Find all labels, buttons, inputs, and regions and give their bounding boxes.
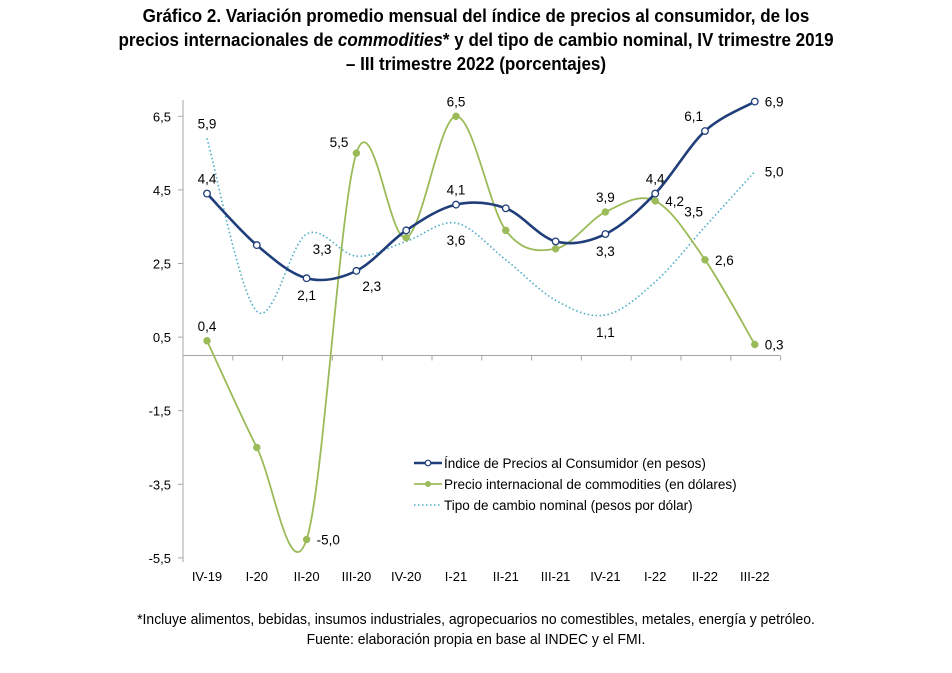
data-point-marker — [601, 230, 610, 239]
data-label: 2,6 — [715, 253, 734, 268]
legend-label: Tipo de cambio nominal (pesos por dólar) — [444, 498, 693, 513]
data-point-marker — [750, 97, 759, 106]
chart-title-line-2-post: * y del tipo de cambio nominal, IV trime… — [442, 29, 834, 50]
data-point-marker — [651, 189, 660, 198]
data-point-marker — [253, 443, 261, 452]
x-tick-label: II-20 — [294, 569, 320, 584]
y-tick-label: -1,5 — [149, 404, 171, 419]
y-tick-label: 4,5 — [153, 183, 171, 198]
legend-item: Tipo de cambio nominal (pesos por dólar) — [414, 498, 693, 513]
y-tick-label: 0,5 — [153, 330, 171, 345]
series-ipc — [203, 97, 759, 283]
data-point-marker — [402, 226, 411, 235]
chart-title-line-2: precios internacionales de commodities* … — [75, 28, 877, 52]
y-tick-label: 6,5 — [153, 109, 171, 124]
data-label: 2,3 — [362, 279, 381, 294]
y-tick-label: -3,5 — [149, 477, 171, 492]
series-layer — [203, 97, 759, 553]
data-label: -5,0 — [317, 533, 340, 548]
legend: Índice de Precios al Consumidor (en peso… — [414, 456, 737, 513]
data-label: 0,3 — [765, 337, 784, 352]
series-commodities — [203, 112, 759, 553]
data-labels-layer: 5,9 3,3 3,6 1,1 3,5 5,0 0,4 -5,0 5,5 6,5 3,9 4,2 2,6… — [198, 94, 784, 547]
legend-label: Precio internacional de commodities (en … — [444, 477, 737, 492]
data-label: 2,1 — [297, 288, 316, 303]
axes: 6,5 4,5 2,5 0,5 -1,5 -3,5 -5,5 IV-19 I-20 II-20 II… — [149, 100, 782, 584]
data-point-marker — [551, 245, 560, 253]
data-point-marker — [402, 233, 410, 242]
data-label: 4,4 — [198, 172, 217, 187]
data-label: 0,4 — [198, 319, 217, 334]
data-label: 5,0 — [765, 165, 784, 180]
series-line — [206, 138, 756, 317]
y-tick-label: 2,5 — [153, 257, 171, 272]
source-note: Fuente: elaboración propia en base al IN… — [306, 631, 646, 648]
y-tick-label: -5,5 — [149, 551, 171, 566]
data-label: 4,1 — [447, 183, 466, 198]
x-tick-label: III-21 — [541, 569, 571, 584]
legend-swatch-marker — [425, 481, 431, 487]
x-tick-label: IV-20 — [391, 569, 421, 584]
x-tick-label: I-21 — [445, 569, 467, 584]
data-label: 6,9 — [765, 95, 784, 110]
data-point-marker — [452, 200, 460, 209]
data-label: 6,5 — [447, 94, 466, 109]
x-tick-label: I-22 — [644, 569, 666, 584]
legend-item: Precio internacional de commodities (en … — [414, 477, 737, 492]
data-label: 3,3 — [596, 244, 615, 259]
x-tick-label: III-22 — [740, 569, 770, 584]
data-point-marker — [203, 337, 211, 345]
x-tick-label: III-20 — [342, 569, 372, 584]
series-line — [206, 100, 756, 282]
data-point-marker — [601, 208, 610, 216]
chart-title-line-2-pre: precios internacionales de — [118, 29, 338, 50]
data-label: 6,1 — [684, 109, 703, 124]
data-point-marker — [203, 189, 211, 198]
x-tick-label: IV-21 — [590, 569, 620, 584]
data-point-marker — [252, 241, 261, 250]
series-line — [206, 115, 756, 553]
data-point-marker — [751, 340, 759, 349]
data-point-marker — [651, 197, 659, 205]
data-point-marker — [701, 256, 709, 264]
chart-title-line-1: Gráfico 2. Variación promedio mensual de… — [142, 5, 810, 26]
data-label: 3,5 — [684, 205, 703, 220]
data-label: 4,2 — [665, 194, 684, 209]
data-point-marker — [302, 274, 311, 283]
data-point-marker — [452, 112, 460, 121]
data-point-marker — [352, 266, 361, 275]
chart-title-line-3: – III trimestre 2022 (porcentajes) — [345, 53, 607, 74]
legend-item: Índice de Precios al Consumidor (en peso… — [414, 456, 706, 471]
x-tick-label: I-20 — [246, 569, 268, 584]
data-point-marker — [501, 204, 510, 213]
legend-swatch-marker — [424, 459, 432, 467]
chart-title: Gráfico 2. Variación promedio mensual de… — [75, 4, 877, 76]
data-point-marker — [551, 237, 560, 246]
x-tick-label: II-22 — [692, 569, 718, 584]
x-tick-label: IV-19 — [192, 569, 222, 584]
data-label: 5,5 — [330, 135, 349, 150]
data-point-marker — [701, 127, 709, 135]
data-point-marker — [302, 535, 311, 544]
data-label: 5,9 — [198, 116, 217, 131]
data-point-marker — [352, 149, 361, 157]
data-label: 3,3 — [313, 242, 332, 257]
data-label: 3,6 — [447, 233, 466, 248]
footnote: *Incluye alimentos, bebidas, insumos ind… — [137, 611, 815, 628]
chart-title-commodities: commodities — [337, 29, 443, 50]
x-tick-label: II-21 — [493, 569, 519, 584]
legend-label: Índice de Precios al Consumidor (en peso… — [444, 456, 706, 471]
data-label: 1,1 — [596, 325, 615, 340]
data-label: 4,4 — [646, 172, 665, 187]
data-label: 3,9 — [596, 190, 615, 205]
series-tipo-de-cambio — [206, 138, 756, 317]
data-point-marker — [502, 226, 510, 235]
